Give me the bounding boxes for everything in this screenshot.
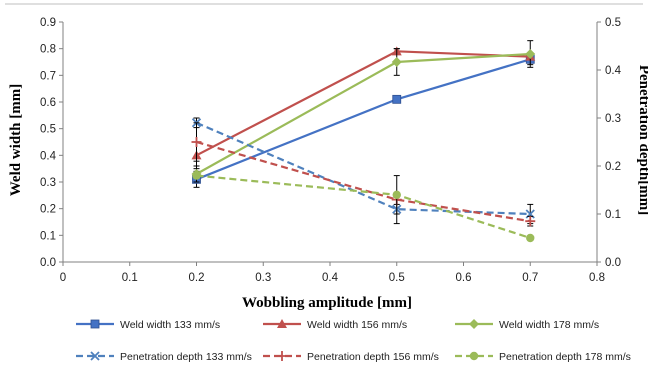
y-right-axis-title: Penetration depth[mm] <box>636 65 648 215</box>
data-point <box>192 171 201 180</box>
legend-marker <box>90 351 100 361</box>
y-left-tick-label: 0.1 <box>40 230 56 242</box>
legend-marker <box>469 319 479 329</box>
series-line <box>195 52 531 175</box>
y-right-tick-label: 0.3 <box>605 113 621 125</box>
y-right-tick-label: 0.1 <box>605 209 621 221</box>
x-tick-label: 0.7 <box>522 272 538 284</box>
legend-marker <box>469 351 479 361</box>
legend-label: Penetration depth 133 mm/s <box>120 351 252 363</box>
x-tick-label: 0.2 <box>189 272 205 284</box>
y-right-tick-label: 0.5 <box>605 17 621 29</box>
series-line <box>196 174 531 240</box>
y-left-tick-label: 0.3 <box>40 177 56 189</box>
data-point <box>525 216 536 227</box>
y-left-tick-label: 0.0 <box>40 257 56 269</box>
legend-label: Weld width 133 mm/s <box>120 319 220 331</box>
legend-item: Penetration depth 156 mm/s <box>263 351 439 363</box>
y-left-tick-labels: 0.0 0.1 0.2 0.3 0.4 0.5 0.6 0.7 0.8 0.9 <box>40 17 63 269</box>
plot-area <box>191 40 536 243</box>
data-point <box>392 94 402 104</box>
legend-label: Weld width 178 mm/s <box>499 319 599 331</box>
series-line <box>195 50 531 157</box>
x-tick-label: 0.5 <box>389 272 405 284</box>
y-left-tick-label: 0.7 <box>40 70 56 82</box>
x-axis-title: Wobbling amplitude [mm] <box>242 295 412 311</box>
data-point <box>525 49 536 59</box>
series-line <box>196 58 531 181</box>
data-point <box>526 233 535 243</box>
legend-label: Weld width 156 mm/s <box>307 319 407 331</box>
y-left-tick-label: 0.5 <box>40 124 56 136</box>
y-left-tick-label: 0.8 <box>40 44 56 56</box>
x-tick-label: 0.4 <box>322 272 339 284</box>
y-right-tick-labels: 0.0 0.1 0.2 0.3 0.4 0.5 <box>597 17 622 269</box>
series-line <box>196 140 531 223</box>
legend-item: Weld width 156 mm/s <box>263 319 407 331</box>
y-right-tick-label: 0.2 <box>605 161 621 173</box>
data-point <box>191 137 202 147</box>
legend-label: Penetration depth 156 mm/s <box>307 351 439 363</box>
legend: Weld width 133 mm/s Weld width 156 mm/s We… <box>76 319 631 363</box>
y-left-tick-label: 0.4 <box>40 150 57 162</box>
y-right-tick-label: 0.4 <box>605 65 622 77</box>
legend-item: Penetration depth 133 mm/s <box>76 351 252 363</box>
legend-marker <box>90 319 100 329</box>
y-left-tick-label: 0.9 <box>40 17 56 29</box>
legend-marker <box>277 319 287 328</box>
series-penetration-depth-5 <box>192 171 535 243</box>
data-point <box>392 190 401 199</box>
x-tick-label: 0.3 <box>255 272 271 284</box>
legend-marker <box>277 351 287 361</box>
x-tick-label: 0 <box>60 272 66 284</box>
y-left-tick-label: 0.2 <box>40 204 56 216</box>
x-tick-label: 0.8 <box>589 272 605 284</box>
axes <box>62 22 598 263</box>
series-penetration-depth-4 <box>191 122 536 227</box>
legend-label: Penetration depth 178 mm/s <box>499 351 631 363</box>
legend-item: Penetration depth 178 mm/s <box>455 351 631 363</box>
legend-item: Weld width 133 mm/s <box>76 319 220 331</box>
series-weld-width-0 <box>192 53 535 188</box>
series-weld-width-1 <box>191 46 536 170</box>
series-penetration-depth-3 <box>191 117 535 225</box>
x-tick-labels: 0 0.1 0.2 0.3 0.4 0.5 0.6 0.7 0.8 <box>60 262 605 284</box>
y-left-axis-title: Weld width [mm] <box>8 84 24 197</box>
legend-item: Weld width 178 mm/s <box>455 319 599 331</box>
data-point <box>391 57 402 67</box>
x-tick-label: 0.6 <box>456 272 472 284</box>
x-tick-label: 0.1 <box>122 272 138 284</box>
y-left-tick-label: 0.6 <box>40 97 56 109</box>
y-right-tick-label: 0.0 <box>605 257 621 269</box>
series-line <box>196 121 531 216</box>
